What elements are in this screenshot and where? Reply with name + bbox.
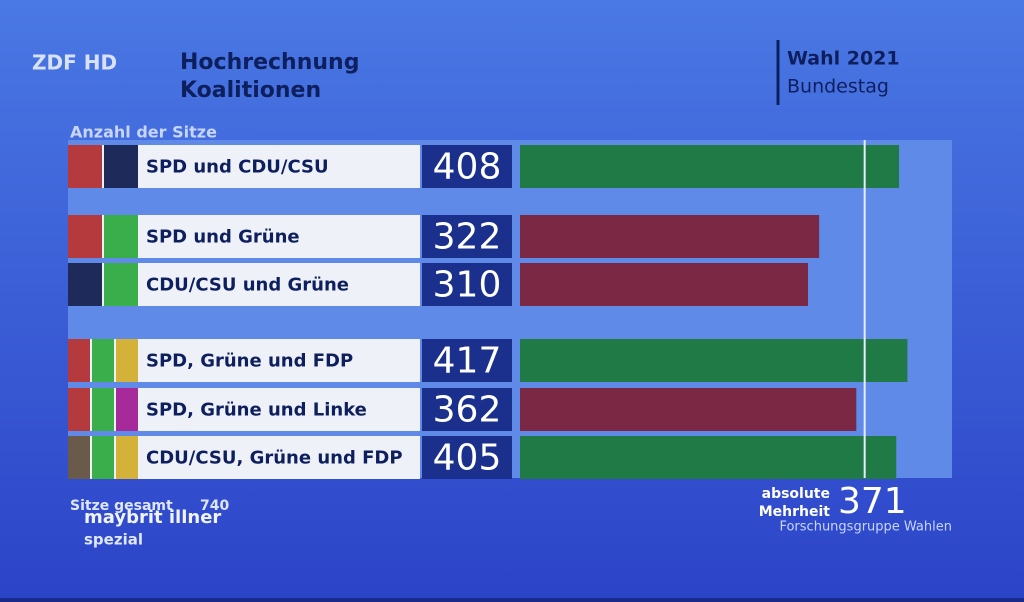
party-swatch: [92, 388, 114, 431]
header-subtitle: Bundestag: [787, 76, 889, 98]
title: Hochrechnung: [180, 50, 359, 75]
category-label: CDU/CSU, Grüne und FDP: [146, 448, 403, 469]
majority-label: absolute: [762, 486, 830, 502]
show-subtitle: spezial: [84, 531, 143, 549]
bar: [520, 145, 900, 188]
bar: [520, 215, 820, 258]
party-swatch: [68, 388, 90, 431]
party-swatch: [68, 263, 102, 306]
category-label: CDU/CSU und Grüne: [146, 275, 349, 296]
bar: [520, 263, 808, 306]
bar: [520, 436, 897, 479]
value-label: 362: [433, 390, 502, 431]
party-swatch: [68, 436, 90, 479]
value-label: 322: [433, 217, 502, 258]
total-value: 740: [200, 498, 229, 514]
party-swatch: [116, 436, 138, 479]
value-box: [422, 339, 512, 382]
header-title: Wahl 2021: [787, 48, 900, 70]
value-label: 408: [433, 147, 502, 188]
value-box: [422, 263, 512, 306]
bar: [520, 388, 857, 431]
party-swatch: [104, 215, 138, 258]
category-label: SPD, Grüne und FDP: [146, 351, 353, 372]
majority-label: Mehrheit: [759, 504, 831, 520]
value-label: 417: [433, 341, 502, 382]
category-label: SPD, Grüne und Linke: [146, 400, 367, 421]
value-label: 405: [433, 438, 502, 479]
party-swatch: [92, 436, 114, 479]
party-swatch: [116, 339, 138, 382]
category-label: SPD und Grüne: [146, 227, 300, 248]
party-swatch: [92, 339, 114, 382]
source: Forschungsgruppe Wahlen: [779, 520, 952, 535]
bar: [520, 339, 908, 382]
axis-label: Anzahl der Sitze: [70, 123, 217, 142]
value-label: 310: [433, 265, 502, 306]
party-swatch: [68, 145, 102, 188]
subtitle: Koalitionen: [180, 78, 321, 103]
category-label: SPD und CDU/CSU: [146, 157, 329, 178]
party-swatch: [104, 263, 138, 306]
value-box: [422, 215, 512, 258]
majority-value: 371: [838, 481, 907, 522]
party-swatch: [116, 388, 138, 431]
logo: ZDF HD: [32, 51, 117, 75]
value-box: [422, 145, 512, 188]
value-box: [422, 388, 512, 431]
party-swatch: [68, 215, 102, 258]
party-swatch: [68, 339, 90, 382]
party-swatch: [104, 145, 138, 188]
total-label: Sitze gesamt: [70, 498, 173, 514]
value-box: [422, 436, 512, 479]
show-title: maybrit illner: [84, 507, 221, 528]
